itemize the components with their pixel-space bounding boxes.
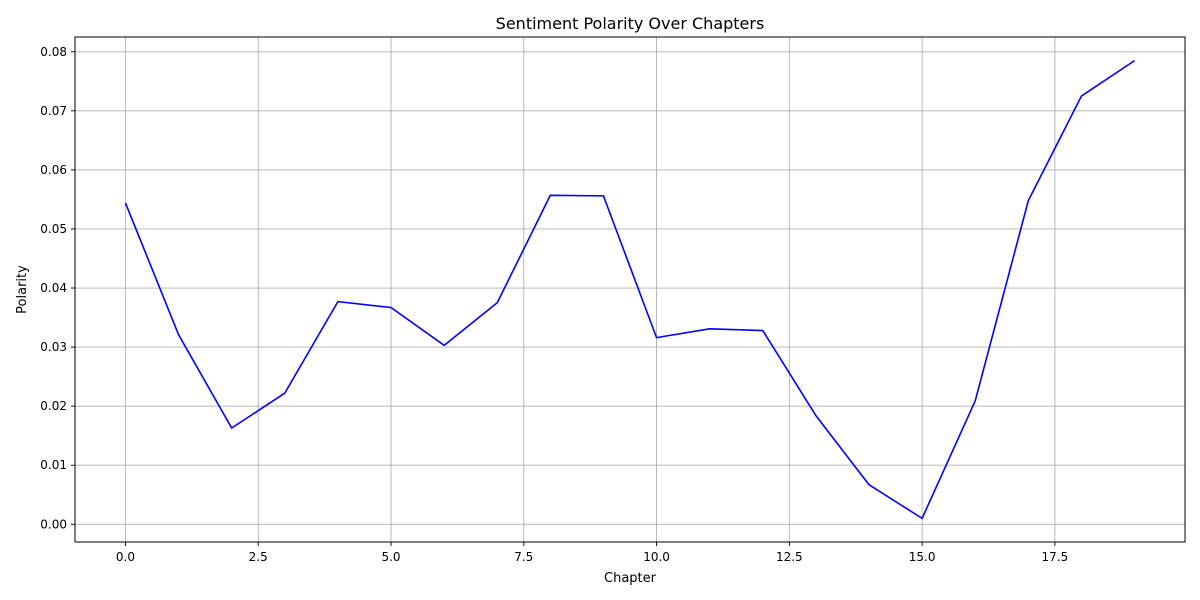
y-tick-label: 0.05: [40, 222, 67, 236]
y-tick-label: 0.04: [40, 281, 67, 295]
grid: [75, 37, 1185, 542]
y-tick-label: 0.08: [40, 45, 67, 59]
x-tick-label: 5.0: [381, 550, 400, 564]
y-axis-ticks: 0.00 0.01 0.02 0.03 0.04 0.05 0.06 0.07 0.08: [40, 45, 75, 531]
y-tick-label: 0.03: [40, 340, 67, 354]
x-tick-label: 0.0: [116, 550, 135, 564]
plot-frame: [74, 36, 1186, 543]
x-tick-label: 12.5: [776, 550, 803, 564]
plot-data: [124, 59, 1135, 520]
x-axis-label: Chapter: [604, 571, 657, 586]
x-tick-label: 10.0: [643, 550, 670, 564]
x-axis-ticks: 0.0 2.5 5.0 7.5 10.0 12.5 15.0 17.5: [116, 542, 1068, 564]
y-tick-label: 0.06: [40, 163, 67, 177]
x-tick-label: 7.5: [514, 550, 533, 564]
x-tick-label: 17.5: [1042, 550, 1069, 564]
y-tick-label: 0.00: [40, 517, 67, 531]
series-line: [124, 59, 1135, 520]
y-axis-label: Polarity: [15, 265, 30, 314]
x-tick-label: 15.0: [909, 550, 936, 564]
x-tick-label: 2.5: [249, 550, 268, 564]
chart-title: Sentiment Polarity Over Chapters: [496, 14, 765, 33]
y-tick-label: 0.01: [40, 458, 67, 472]
y-tick-label: 0.07: [40, 104, 67, 118]
y-tick-label: 0.02: [40, 399, 67, 413]
